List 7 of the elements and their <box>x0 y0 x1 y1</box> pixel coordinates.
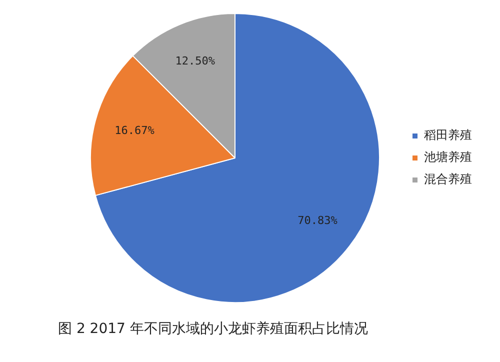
legend-label: 池塘养殖 <box>424 150 472 164</box>
data-label: 16.67% <box>114 124 155 137</box>
data-label: 70.83% <box>298 214 338 228</box>
caption: 图 2 2017 年不同水域的小龙虾养殖面积占比情况 <box>57 320 369 338</box>
legend-label: 稻田养殖 <box>424 128 472 142</box>
legend-label: 混合养殖 <box>424 172 472 186</box>
data-label: 12.50% <box>175 54 216 68</box>
